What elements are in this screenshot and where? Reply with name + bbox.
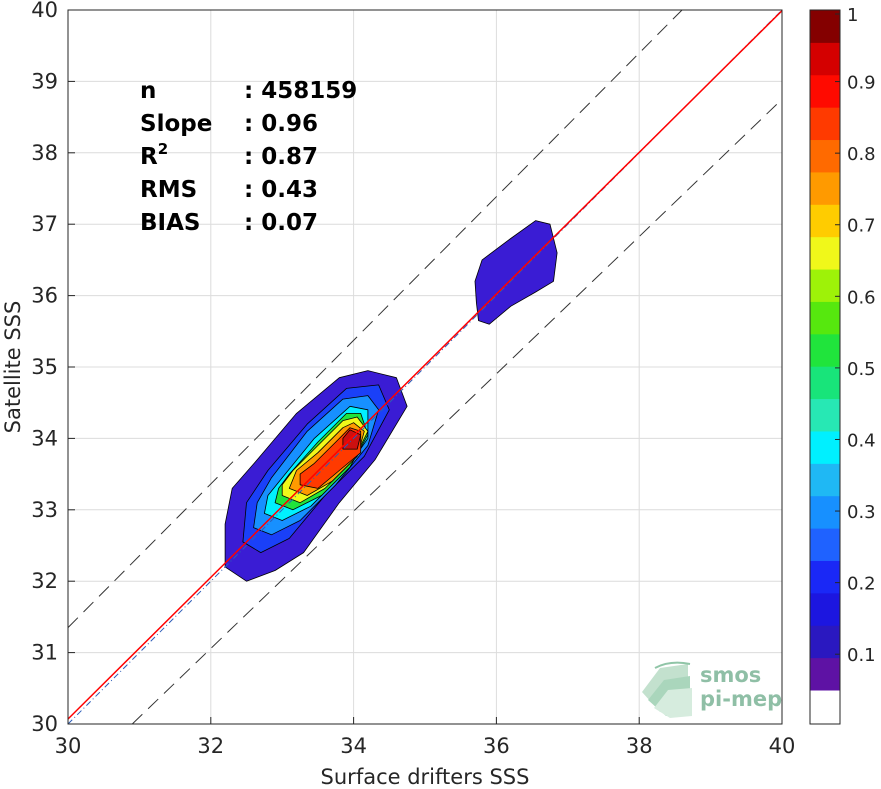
colorbar-tick-label-8: 0.9 [847,73,876,94]
colorbar-segment-10 [810,366,840,400]
colorbar-tick-label-3: 0.4 [847,430,876,451]
colorbar-segment-17 [810,139,840,173]
x-tick-label-0: 30 [55,734,82,758]
stat-key-4: BIAS [140,210,200,236]
colorbar-segment-21 [810,10,840,43]
colorbar-segment-11 [810,333,840,367]
y-tick-label-9: 39 [31,69,58,93]
x-tick-label-1: 32 [197,734,224,758]
y-tick-label-0: 30 [31,712,58,736]
logo-text-smos: smos [700,663,761,687]
stat-value-0: : 458159 [244,78,357,104]
stat-value-2: : 0.87 [244,144,318,170]
x-tick-label-5: 40 [769,734,796,758]
colorbar-frame [809,9,841,725]
x-tick-label-2: 34 [340,734,367,758]
stat-value-1: : 0.96 [244,111,318,137]
y-tick-label-6: 36 [31,284,58,308]
colorbar-segment-13 [810,269,840,302]
colorbar-tick-label-6: 0.7 [847,216,876,237]
colorbar-segment-15 [810,204,840,238]
colorbar-segment-7 [810,463,840,497]
logo-text-pi-mep: pi-mep [700,687,782,711]
colorbar-segment-9 [810,398,840,432]
colorbar-segment-5 [810,528,840,561]
y-axis-label: Satellite SSS [1,301,25,434]
colorbar-segment-6 [810,495,840,529]
colorbar-segment-16 [810,171,840,205]
reference-lines [68,10,782,724]
smos-pi-mep-logo: smos pi-mep [642,661,782,718]
stat-key-3: RMS [140,177,197,203]
stat-key-1: Slope [140,111,212,137]
x-axis-label: Surface drifters SSS [321,765,530,789]
y-tick-label-4: 34 [31,426,58,450]
colorbar-segment-0 [810,690,840,725]
colorbar-segment-12 [810,301,840,335]
x-tick-label-3: 36 [483,734,510,758]
colorbar-segment-3 [810,592,840,626]
colorbar-segment-8 [810,430,840,464]
colorbar-segment-1 [810,657,840,691]
grid [67,9,783,725]
density-contours [224,220,558,582]
line-regression [68,10,782,720]
y-tick-label-1: 31 [31,641,58,665]
colorbar: 0.1 0.2 0.3 0.4 0.5 0.6 0.7 0.8 0.9 1 [809,5,876,725]
logo-waves-icon [642,661,692,718]
y-tick-label-2: 32 [31,569,58,593]
colorbar-segment-18 [810,107,840,141]
y-tick-label-7: 37 [31,212,58,236]
y-tick-label-8: 38 [31,141,58,165]
colorbar-tick-label-0: 0.1 [847,645,876,666]
colorbar-tick-label-4: 0.5 [847,359,876,380]
colorbar-tick-label-7: 0.8 [847,144,876,165]
y-tick-label-5: 35 [31,355,58,379]
stat-value-4: : 0.07 [244,210,318,236]
stat-value-3: : 0.43 [244,177,318,203]
colorbar-tick-label-9: 1 [847,5,858,26]
colorbar-segment-4 [810,560,840,594]
colorbar-tick-label-5: 0.6 [847,287,876,308]
line-lower-bound [131,98,782,724]
colorbar-tick-label-1: 0.2 [847,574,876,595]
axis-ticks: 30 32 34 36 38 40 30 31 32 33 34 35 36 37 38 39 40 [31,0,795,758]
contour-level-9 [474,220,558,325]
colorbar-segment-14 [810,236,840,270]
y-tick-label-3: 33 [31,498,58,522]
line-upper-bound [68,10,683,628]
stat-key-0: n [140,78,156,104]
stat-key-sup-2: 2 [158,140,168,158]
y-tick-label-10: 40 [31,0,58,22]
x-tick-label-4: 38 [626,734,653,758]
colorbar-segment-20 [810,42,840,76]
colorbar-tick-label-2: 0.3 [847,502,876,523]
colorbar-segment-2 [810,625,840,659]
colorbar-segment-19 [810,74,840,108]
